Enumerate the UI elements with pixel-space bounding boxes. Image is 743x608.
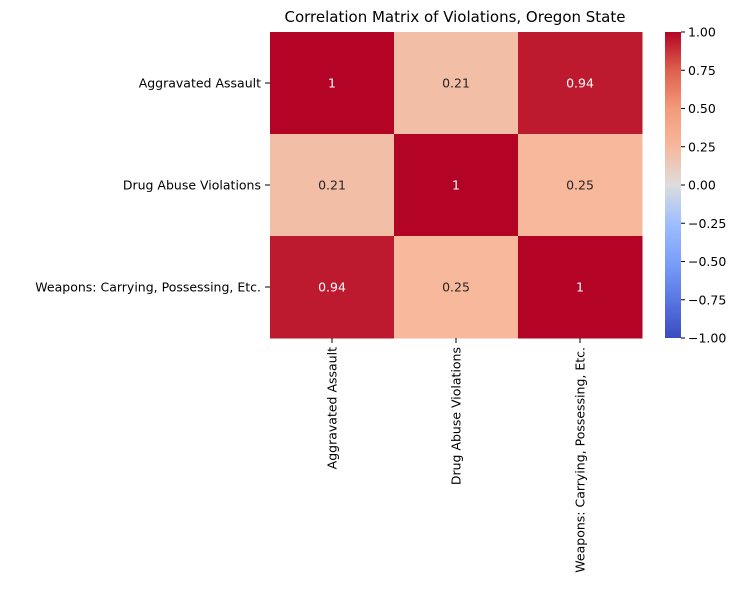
cell-annotation: 0.21 bbox=[442, 76, 470, 91]
y-tick-label: Weapons: Carrying, Possessing, Etc. bbox=[35, 280, 261, 295]
cell-annotations: 1 0.21 0.94 0.21 1 0.25 0.94 0.25 1 bbox=[318, 76, 594, 295]
cell-annotation: 0.25 bbox=[566, 178, 594, 193]
x-tick-label: Weapons: Carrying, Possessing, Etc. bbox=[573, 347, 588, 573]
heatmap-cell bbox=[518, 134, 643, 237]
colorbar-tick-label: 0.75 bbox=[688, 63, 716, 78]
cell-annotation: 1 bbox=[328, 76, 336, 91]
heatmap-cell bbox=[394, 236, 519, 339]
colorbar-ticks: 1.00 0.75 0.50 0.25 0.00 −0.25 −0.50 −0.75 −1.00 bbox=[681, 25, 726, 346]
x-tick-label: Aggravated Assault bbox=[325, 347, 340, 469]
heatmap-cell bbox=[270, 32, 395, 135]
y-tick-label: Aggravated Assault bbox=[139, 76, 261, 91]
y-axis-labels: Aggravated Assault Drug Abuse Violations W… bbox=[35, 76, 270, 295]
heatmap-cell bbox=[394, 134, 519, 237]
x-axis-labels: Aggravated Assault Drug Abuse Violations W… bbox=[325, 338, 588, 573]
heatmap-cell bbox=[518, 236, 643, 339]
colorbar-tick-label: 0.25 bbox=[688, 139, 716, 154]
heatmap-cell bbox=[518, 32, 643, 135]
heatmap-cell bbox=[394, 32, 519, 135]
colorbar-tick-label: 0.50 bbox=[688, 101, 716, 116]
cell-annotation: 0.25 bbox=[442, 280, 470, 295]
chart-title: Correlation Matrix of Violations, Oregon… bbox=[285, 8, 626, 26]
cell-annotation: 1 bbox=[576, 280, 584, 295]
colorbar bbox=[665, 32, 681, 338]
colorbar-tick-label: 0.00 bbox=[688, 178, 716, 193]
heatmap-cell bbox=[270, 236, 395, 339]
heatmap-cell bbox=[270, 134, 395, 237]
cell-annotation: 1 bbox=[452, 178, 460, 193]
cell-annotation: 0.94 bbox=[566, 76, 594, 91]
colorbar-tick-label: −0.75 bbox=[688, 292, 726, 307]
colorbar-tick-label: −0.50 bbox=[688, 254, 726, 269]
colorbar-tick-label: −0.25 bbox=[688, 216, 726, 231]
heatmap-cells bbox=[270, 32, 643, 339]
y-tick-label: Drug Abuse Violations bbox=[123, 178, 261, 193]
colorbar-tick-label: 1.00 bbox=[688, 25, 716, 40]
cell-annotation: 0.21 bbox=[318, 178, 346, 193]
cell-annotation: 0.94 bbox=[318, 280, 346, 295]
x-tick-label: Drug Abuse Violations bbox=[449, 347, 464, 485]
colorbar-tick-label: −1.00 bbox=[688, 331, 726, 346]
